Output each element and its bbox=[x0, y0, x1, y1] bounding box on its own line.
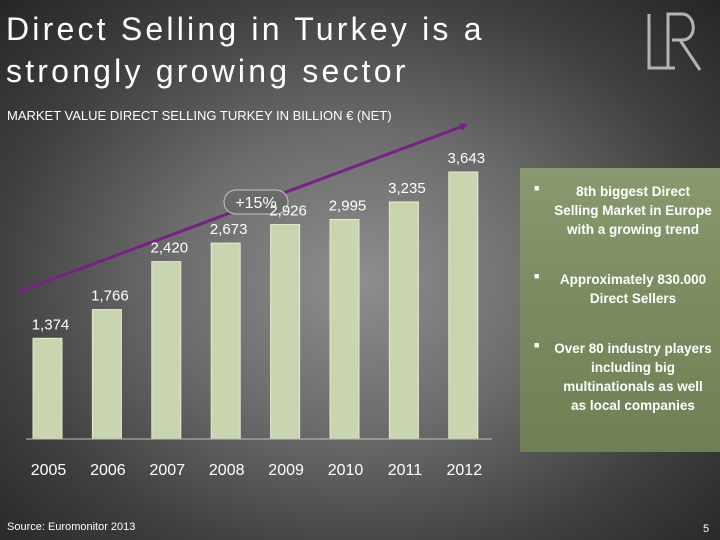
bar-value-label-2006: 1,766 bbox=[91, 288, 129, 305]
bar-value-label-2008: 2,673 bbox=[210, 221, 248, 238]
bar-value-label-2011: 3,235 bbox=[388, 180, 426, 197]
year-label-2011: 2011 bbox=[388, 462, 423, 479]
year-label-2010: 2010 bbox=[328, 462, 364, 479]
slide-title-line-1: Direct Selling in Turkey is a bbox=[6, 11, 485, 47]
bar-2009 bbox=[270, 224, 301, 440]
slide-title: Direct Selling in Turkey is a strongly g… bbox=[6, 8, 606, 92]
bullet-icon: ■ bbox=[534, 271, 540, 281]
key-fact-sellers: ■ Approximately 830.000 Direct Sellers bbox=[534, 270, 712, 308]
growth-rate-badge: +15% bbox=[223, 189, 289, 215]
bar-value-label-2009: 2,926 bbox=[269, 203, 307, 220]
key-fact-market-rank: ■ 8th biggest Direct Selling Market in E… bbox=[534, 182, 712, 239]
year-label-2006: 2006 bbox=[90, 462, 126, 479]
year-label-2005: 2005 bbox=[31, 462, 67, 479]
page-number: 5 bbox=[703, 523, 710, 535]
bar-2012 bbox=[448, 171, 479, 440]
bar-2010 bbox=[329, 218, 360, 440]
year-label-2008: 2008 bbox=[209, 462, 245, 479]
chart-subtitle: MARKET VALUE DIRECT SELLING TURKEY IN BI… bbox=[7, 108, 392, 123]
bullet-icon: ■ bbox=[534, 183, 540, 193]
bar-value-label-2012: 3,643 bbox=[448, 150, 486, 167]
year-label-2007: 2007 bbox=[150, 462, 186, 479]
year-label-2012: 2012 bbox=[447, 462, 483, 479]
bar-2011 bbox=[388, 201, 419, 440]
bar-2006 bbox=[91, 309, 122, 440]
slide-title-line-2: strongly growing sector bbox=[6, 53, 409, 89]
bar-value-label-2010: 2,995 bbox=[329, 197, 367, 214]
bullet-icon: ■ bbox=[534, 340, 540, 350]
bar-2007 bbox=[151, 261, 182, 440]
bar-value-label-2005: 1,374 bbox=[32, 316, 70, 333]
key-fact-text: Over 80 industry players including big m… bbox=[554, 341, 712, 413]
key-fact-text: Approximately 830.000 Direct Sellers bbox=[559, 272, 707, 306]
key-fact-industry-players: ■ Over 80 industry players including big… bbox=[534, 339, 712, 415]
bar-2005 bbox=[32, 337, 63, 440]
lr-logo: LR bbox=[647, 12, 702, 71]
source-note: Source: Euromonitor 2013 bbox=[7, 521, 136, 533]
key-fact-text: 8th biggest Direct Selling Market in Eur… bbox=[554, 184, 712, 237]
key-facts-panel: ■ 8th biggest Direct Selling Market in E… bbox=[520, 168, 720, 452]
growth-rate-label: +15% bbox=[235, 195, 276, 212]
year-label-2009: 2009 bbox=[268, 462, 304, 479]
bar-value-label-2007: 2,420 bbox=[151, 240, 189, 257]
bar-2008 bbox=[210, 242, 241, 440]
